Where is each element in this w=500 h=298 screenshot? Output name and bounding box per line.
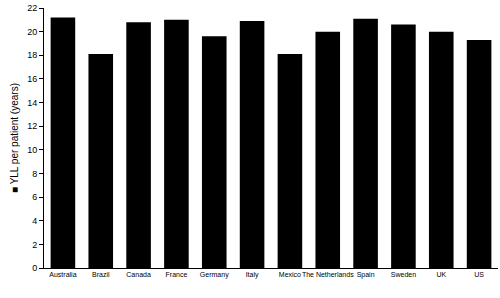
svg-text:Germany: Germany <box>200 271 229 279</box>
svg-text:Canada: Canada <box>126 271 151 278</box>
svg-text:8: 8 <box>32 169 37 179</box>
svg-text:Sweden: Sweden <box>391 271 416 278</box>
svg-text:2: 2 <box>32 240 37 250</box>
svg-text:Mexico: Mexico <box>279 271 301 278</box>
svg-text:US: US <box>474 271 484 278</box>
svg-text:Spain: Spain <box>357 271 375 279</box>
svg-text:22: 22 <box>27 3 37 13</box>
svg-text:UK: UK <box>436 271 446 278</box>
svg-text:■ YLL per patient (years): ■ YLL per patient (years) <box>9 83 20 193</box>
svg-text:14: 14 <box>27 98 37 108</box>
svg-text:6: 6 <box>32 192 37 202</box>
svg-text:4: 4 <box>32 216 37 226</box>
svg-text:Australia: Australia <box>49 271 76 278</box>
svg-text:20: 20 <box>27 27 37 37</box>
svg-text:10: 10 <box>27 145 37 155</box>
svg-text:18: 18 <box>27 50 37 60</box>
svg-text:16: 16 <box>27 74 37 84</box>
svg-text:France: France <box>166 271 188 278</box>
svg-text:Brazil: Brazil <box>92 271 110 278</box>
svg-text:12: 12 <box>27 121 37 131</box>
svg-text:The Netherlands: The Netherlands <box>302 271 354 278</box>
svg-text:0: 0 <box>32 263 37 273</box>
svg-text:Italy: Italy <box>246 271 259 279</box>
